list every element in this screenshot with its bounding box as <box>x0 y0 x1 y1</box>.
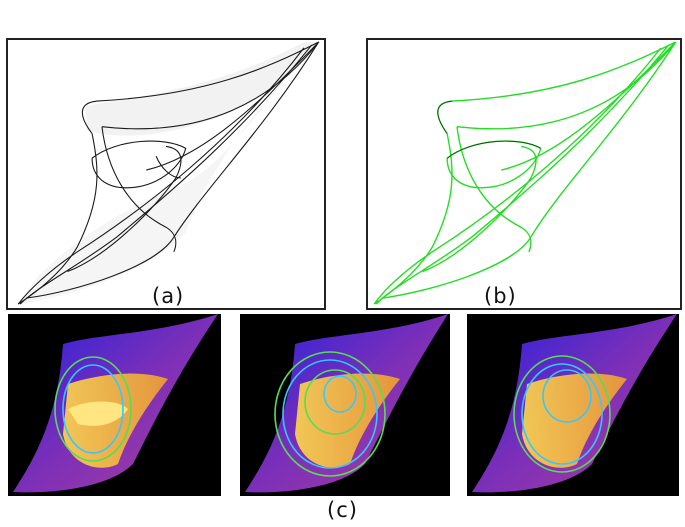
panel-b-green-curves <box>366 38 682 310</box>
top-margin <box>0 0 685 36</box>
render-view-3 <box>467 314 679 496</box>
panel-b-svg <box>373 41 677 305</box>
caption-b: (b) <box>484 284 517 308</box>
render-view-2 <box>240 314 450 496</box>
render-view-2-svg <box>245 314 448 493</box>
render-view-3-svg <box>472 314 677 493</box>
caption-a: (a) <box>152 284 185 308</box>
caption-c: (c) <box>327 498 358 522</box>
render-view-1-svg <box>13 314 218 493</box>
render-view-1 <box>8 314 221 496</box>
panel-a-line-drawing <box>6 38 326 310</box>
panel-a-svg <box>17 41 320 305</box>
